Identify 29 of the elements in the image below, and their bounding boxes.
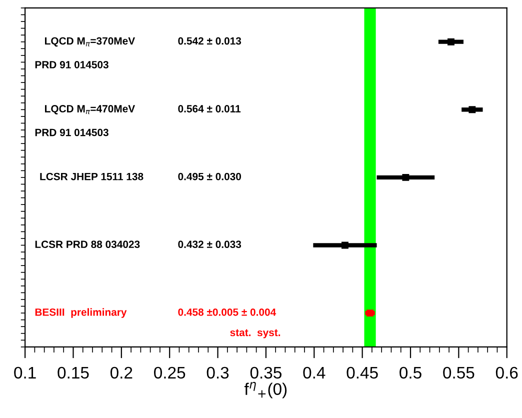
annotation: LQCD M$_{π}$=370MeV [45,37,135,47]
annotation: 0.542 ± 0.013 [178,37,242,45]
x-tick-label: 0.1 [14,366,36,379]
annotation: PRD 91 014503 [35,128,108,136]
x-tick-label: 0.4 [303,366,326,379]
annotation: 0.495 ± 0.030 [178,172,241,180]
x-tick-label: 0.2 [110,366,132,379]
annotation: LCSR PRD 88 034023 [35,240,140,248]
x-tick-label: 0.5 [400,366,422,379]
annotation: PRD 91 014503 [35,60,108,68]
annotation: LCSR JHEP 1511 138 [40,172,144,180]
point [448,38,454,46]
annotation: 0.432 ± 0.033 [178,240,242,248]
point [468,106,476,114]
x-tick-label: 0.15 [58,366,89,379]
annotation: LQCD M$_{π}$=470MeV [45,105,135,114]
x-axis-title: f$^{η}$$_{+}$(0) [244,382,287,398]
x-tick-label: 0.35 [250,366,282,379]
x-tick-label: 0.45 [346,366,378,379]
annotation: stat. syst. [230,329,280,338]
annotation: 0.458 ±0.005 ± 0.004 [178,308,276,316]
x-tick-label: 0.55 [443,366,474,379]
annotation: BESIII preliminary [35,308,127,318]
x-tick-label: 0.3 [206,366,229,379]
point [402,174,410,181]
point [342,242,348,249]
x-tick-label: 0.6 [496,366,518,379]
x-tick-label: 0.25 [154,366,186,379]
annotation: 0.564 ± 0.011 [178,105,241,112]
